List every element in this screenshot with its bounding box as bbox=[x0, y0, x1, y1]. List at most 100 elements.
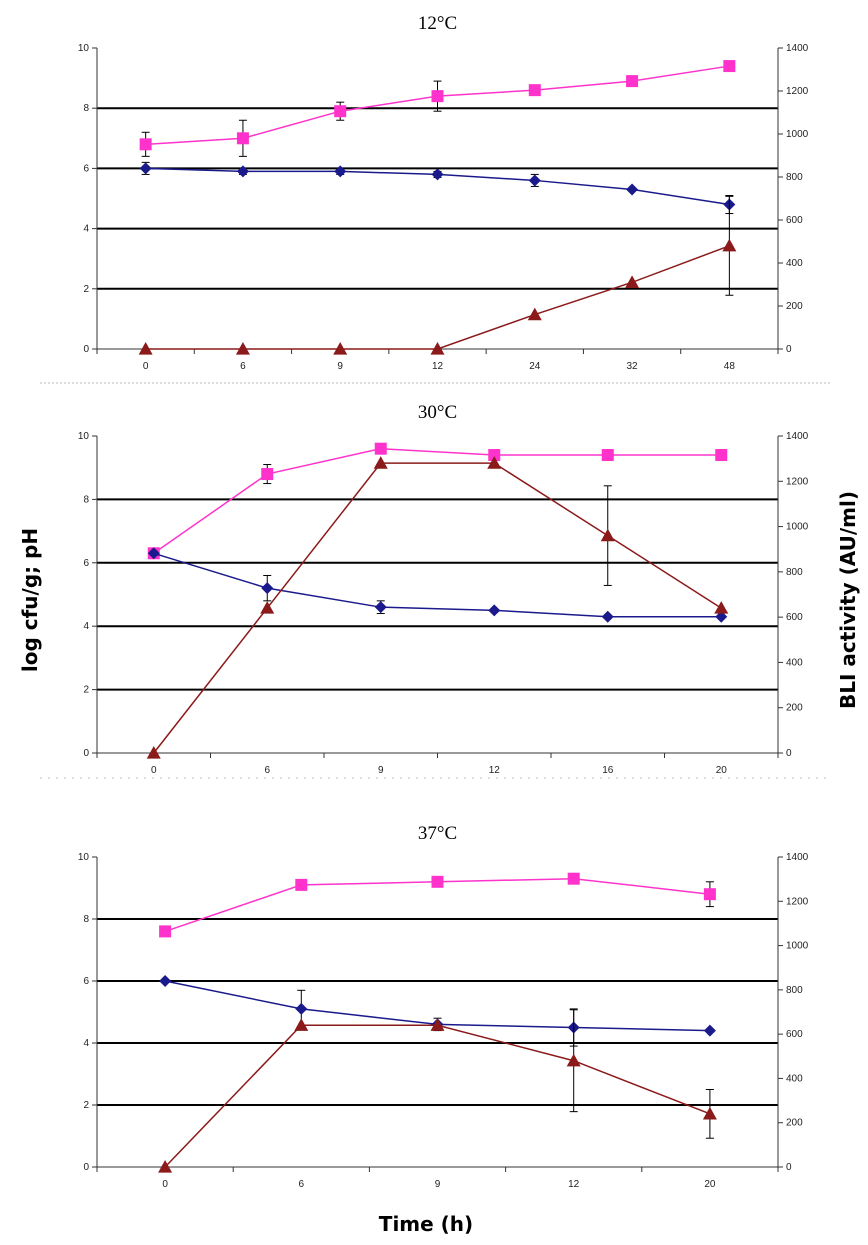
y-tick-label-left: 2 bbox=[83, 685, 89, 696]
y-tick-label-left: 4 bbox=[83, 224, 89, 235]
data-point-square bbox=[334, 105, 347, 118]
y-tick-label-right: 400 bbox=[786, 1073, 803, 1084]
y-tick-label-right: 0 bbox=[786, 1162, 792, 1173]
x-tick-label: 9 bbox=[378, 765, 384, 776]
y-tick-label-right: 1000 bbox=[786, 522, 809, 533]
y-tick-label-right: 1400 bbox=[786, 852, 809, 863]
series-line bbox=[153, 462, 722, 754]
data-point-diamond bbox=[488, 604, 501, 617]
y-tick-label-left: 6 bbox=[83, 558, 89, 569]
x-tick-label: 20 bbox=[704, 1179, 716, 1190]
series-line bbox=[153, 447, 722, 554]
panel-37c: 37°C 0 2 4 6 8 10 0 200 400 600 800 1000 1200 1400 0 6 9 1… bbox=[78, 823, 809, 1190]
data-point-diamond bbox=[601, 610, 614, 623]
data-point-square bbox=[261, 468, 274, 481]
data-point-square bbox=[139, 138, 152, 151]
y-tick-label-left: 8 bbox=[83, 494, 89, 505]
data-point-triangle bbox=[235, 342, 250, 355]
y-tick-label-right: 1000 bbox=[786, 129, 809, 140]
data-point-triangle bbox=[487, 456, 502, 469]
data-point-diamond bbox=[528, 174, 541, 187]
data-point-diamond bbox=[295, 1002, 308, 1015]
data-point-square bbox=[431, 875, 444, 888]
chart-title: 37°C bbox=[418, 823, 457, 844]
y-tick-label-left: 0 bbox=[83, 344, 89, 355]
x-tick-label: 32 bbox=[627, 361, 639, 372]
y-tick-label-left: 6 bbox=[83, 163, 89, 174]
data-point-triangle bbox=[146, 746, 161, 759]
data-point-diamond bbox=[236, 165, 249, 178]
data-point-square bbox=[567, 872, 580, 885]
data-point-diamond bbox=[334, 165, 347, 178]
data-point-triangle bbox=[430, 1018, 445, 1031]
y-tick-label-right: 200 bbox=[786, 703, 803, 714]
y-tick-label-right: 200 bbox=[786, 1118, 803, 1129]
y-tick-label-right: 0 bbox=[786, 344, 792, 355]
data-point-triangle bbox=[333, 342, 348, 355]
y-tick-label-right: 600 bbox=[786, 215, 803, 226]
x-tick-label: 0 bbox=[151, 765, 157, 776]
data-point-square bbox=[374, 442, 387, 455]
x-tick-label: 12 bbox=[489, 765, 501, 776]
chart-title: 30°C bbox=[418, 402, 457, 423]
y-tick-label-left: 8 bbox=[83, 103, 89, 114]
y-tick-label-right: 800 bbox=[786, 985, 803, 996]
data-point-diamond bbox=[261, 582, 274, 595]
data-point-square bbox=[159, 925, 172, 938]
y-tick-label-left: 10 bbox=[78, 43, 90, 54]
data-point-square bbox=[431, 90, 444, 103]
data-point-diamond bbox=[139, 162, 152, 175]
data-point-diamond bbox=[431, 168, 444, 181]
x-tick-label: 12 bbox=[432, 361, 444, 372]
data-point-square bbox=[488, 449, 501, 462]
y-tick-label-right: 200 bbox=[786, 301, 803, 312]
x-tick-label: 16 bbox=[602, 765, 614, 776]
data-point-square bbox=[601, 449, 614, 462]
data-point-square bbox=[723, 60, 736, 73]
y-tick-label-left: 2 bbox=[83, 1100, 89, 1111]
data-point-diamond bbox=[715, 610, 728, 623]
x-tick-label: 24 bbox=[529, 361, 541, 372]
y-tick-label-left: 2 bbox=[83, 284, 89, 295]
x-tick-label: 6 bbox=[299, 1179, 305, 1190]
y-tick-label-right: 1400 bbox=[786, 431, 809, 442]
x-tick-label: 6 bbox=[264, 765, 270, 776]
panel-30c: 30°C 0 2 4 6 8 10 0 200 400 600 800 1000 1200 1400 0 6 9 1… bbox=[78, 402, 809, 776]
data-point-diamond bbox=[703, 1024, 716, 1037]
y-tick-label-left: 10 bbox=[78, 431, 90, 442]
y-tick-label-right: 1200 bbox=[786, 86, 809, 97]
data-point-square bbox=[703, 888, 716, 901]
y-tick-label-right: 1200 bbox=[786, 896, 809, 907]
y-tick-label-left: 6 bbox=[83, 976, 89, 987]
series-line bbox=[153, 552, 722, 618]
y-tick-label-right: 0 bbox=[786, 748, 792, 759]
data-point-triangle bbox=[722, 238, 737, 252]
data-point-triangle bbox=[373, 456, 388, 469]
data-point-square bbox=[295, 878, 308, 891]
x-axis-title: Time (h) bbox=[379, 1212, 473, 1236]
x-tick-label: 9 bbox=[435, 1179, 441, 1190]
y-axis-title-left: log cfu/g; pH bbox=[18, 528, 42, 672]
y-tick-label-right: 600 bbox=[786, 1029, 803, 1040]
y-tick-label-right: 800 bbox=[786, 567, 803, 578]
y-tick-label-left: 8 bbox=[83, 914, 89, 925]
data-point-triangle bbox=[138, 342, 153, 355]
y-tick-label-left: 4 bbox=[83, 1038, 89, 1049]
x-tick-label: 20 bbox=[716, 765, 728, 776]
data-point-diamond bbox=[147, 547, 160, 560]
x-tick-label: 0 bbox=[143, 361, 149, 372]
y-tick-label-right: 1200 bbox=[786, 476, 809, 487]
data-point-triangle bbox=[625, 275, 640, 288]
data-point-square bbox=[626, 75, 639, 88]
x-tick-label: 9 bbox=[337, 361, 343, 372]
y-tick-label-left: 0 bbox=[83, 748, 89, 759]
x-tick-label: 48 bbox=[724, 361, 736, 372]
y-tick-label-right: 1400 bbox=[786, 43, 809, 54]
data-point-diamond bbox=[374, 601, 387, 614]
data-point-triangle bbox=[527, 307, 542, 321]
series-line bbox=[145, 245, 730, 350]
data-point-triangle bbox=[566, 1053, 581, 1067]
y-axis-title-right: BLI activity (AU/ml) bbox=[836, 491, 860, 709]
x-tick-label: 0 bbox=[162, 1179, 168, 1190]
